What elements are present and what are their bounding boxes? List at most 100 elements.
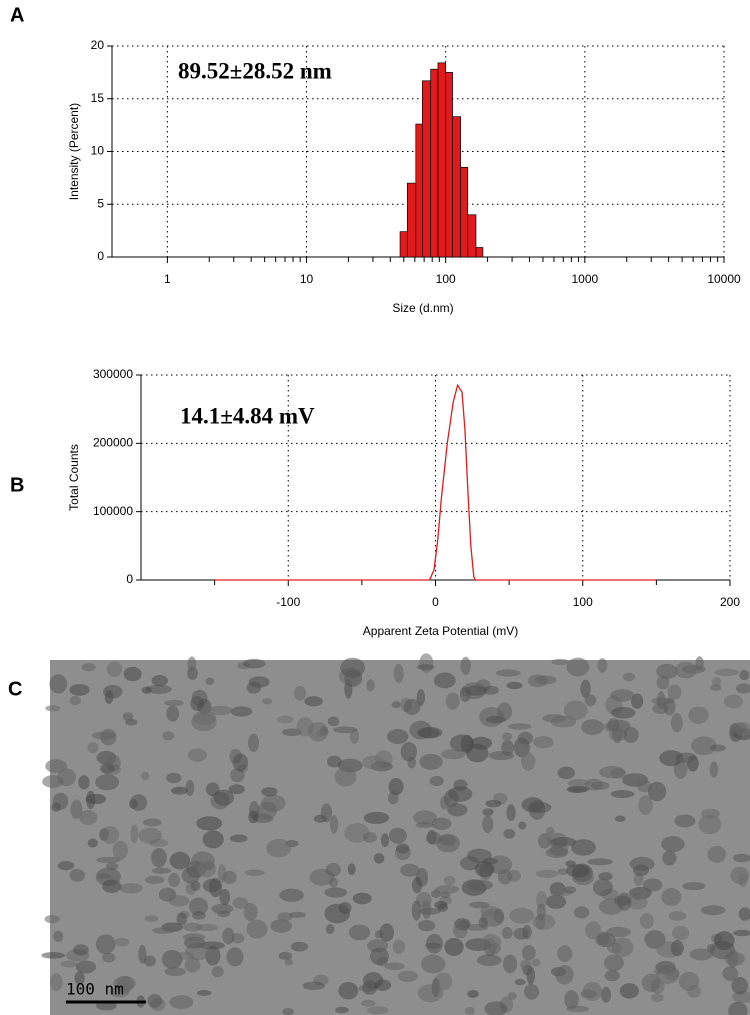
particle bbox=[429, 775, 444, 787]
particle bbox=[81, 663, 96, 672]
particle bbox=[723, 694, 743, 709]
particle bbox=[41, 952, 65, 959]
particle bbox=[325, 924, 335, 935]
particle bbox=[738, 873, 748, 887]
particle bbox=[213, 789, 235, 806]
y-tick-label: 10 bbox=[91, 144, 105, 158]
particle bbox=[366, 679, 375, 692]
particle bbox=[248, 676, 270, 688]
particle bbox=[706, 943, 716, 952]
particle bbox=[584, 778, 603, 791]
particle bbox=[143, 818, 162, 827]
particle bbox=[289, 911, 306, 918]
particle bbox=[482, 808, 494, 816]
particle bbox=[482, 815, 494, 833]
particle bbox=[733, 929, 750, 937]
particle bbox=[557, 766, 576, 780]
x-tick-label: 10000 bbox=[707, 272, 741, 286]
particle bbox=[687, 985, 701, 998]
particle bbox=[709, 761, 719, 778]
particle bbox=[143, 955, 156, 967]
bar bbox=[460, 166, 469, 258]
particle bbox=[607, 942, 623, 954]
particle bbox=[78, 775, 90, 790]
particle bbox=[219, 888, 231, 906]
particle bbox=[278, 951, 293, 960]
particle bbox=[637, 780, 652, 793]
particle bbox=[184, 957, 201, 973]
particle bbox=[614, 815, 626, 822]
particle bbox=[495, 669, 521, 677]
particle bbox=[211, 965, 224, 978]
particle bbox=[176, 951, 194, 960]
particle bbox=[379, 923, 395, 942]
bar bbox=[406, 182, 417, 258]
particle bbox=[362, 755, 386, 770]
bar bbox=[422, 80, 432, 258]
bar bbox=[399, 231, 408, 258]
particle bbox=[244, 869, 265, 876]
particle bbox=[467, 990, 479, 998]
particle bbox=[638, 795, 653, 816]
particle bbox=[597, 931, 610, 946]
line bbox=[214, 383, 657, 581]
particle bbox=[661, 888, 682, 906]
particle bbox=[735, 683, 750, 694]
particle bbox=[582, 981, 603, 1002]
particle bbox=[302, 981, 325, 990]
particle bbox=[185, 779, 195, 797]
particle bbox=[622, 672, 635, 682]
particle bbox=[168, 872, 181, 887]
particle bbox=[395, 843, 410, 854]
y-tick-label: 20 bbox=[91, 38, 105, 52]
y-tick-label: 0 bbox=[126, 572, 133, 586]
particle bbox=[363, 811, 390, 824]
particle bbox=[413, 810, 437, 825]
particle bbox=[580, 679, 591, 699]
particle bbox=[190, 880, 201, 891]
particle bbox=[242, 658, 266, 669]
bar bbox=[430, 68, 439, 258]
particle bbox=[294, 685, 307, 701]
particle bbox=[642, 878, 663, 892]
particle bbox=[400, 863, 420, 877]
particle bbox=[711, 676, 722, 687]
particle bbox=[497, 702, 513, 721]
particle bbox=[91, 731, 117, 740]
particle bbox=[349, 728, 360, 744]
particle bbox=[452, 923, 468, 939]
particle bbox=[506, 681, 523, 690]
x-tick-label: 100 bbox=[436, 272, 456, 286]
particle bbox=[130, 794, 148, 811]
particle bbox=[348, 924, 371, 941]
particle bbox=[196, 989, 212, 996]
particle bbox=[485, 799, 502, 808]
particle bbox=[270, 919, 292, 933]
particle bbox=[87, 742, 99, 754]
particle bbox=[601, 986, 612, 1003]
particle bbox=[713, 931, 735, 951]
particle bbox=[262, 698, 272, 705]
particle bbox=[230, 706, 253, 717]
particle bbox=[114, 937, 130, 947]
particle bbox=[53, 930, 64, 942]
annotation: 89.52±28.52 nm bbox=[178, 58, 332, 83]
particle bbox=[217, 910, 231, 918]
particle bbox=[411, 876, 423, 894]
particle bbox=[243, 902, 258, 921]
particle bbox=[444, 789, 459, 808]
particle bbox=[545, 826, 555, 836]
particle bbox=[45, 705, 61, 712]
particle bbox=[627, 894, 648, 910]
particle bbox=[536, 903, 546, 921]
particle bbox=[282, 728, 302, 737]
particle bbox=[619, 983, 639, 999]
particle bbox=[629, 856, 655, 872]
particle bbox=[162, 731, 175, 741]
particle bbox=[650, 993, 664, 1003]
particle bbox=[109, 986, 129, 998]
particle bbox=[533, 736, 554, 749]
y-tick-label: 100000 bbox=[93, 504, 133, 518]
particle bbox=[464, 1006, 475, 1015]
